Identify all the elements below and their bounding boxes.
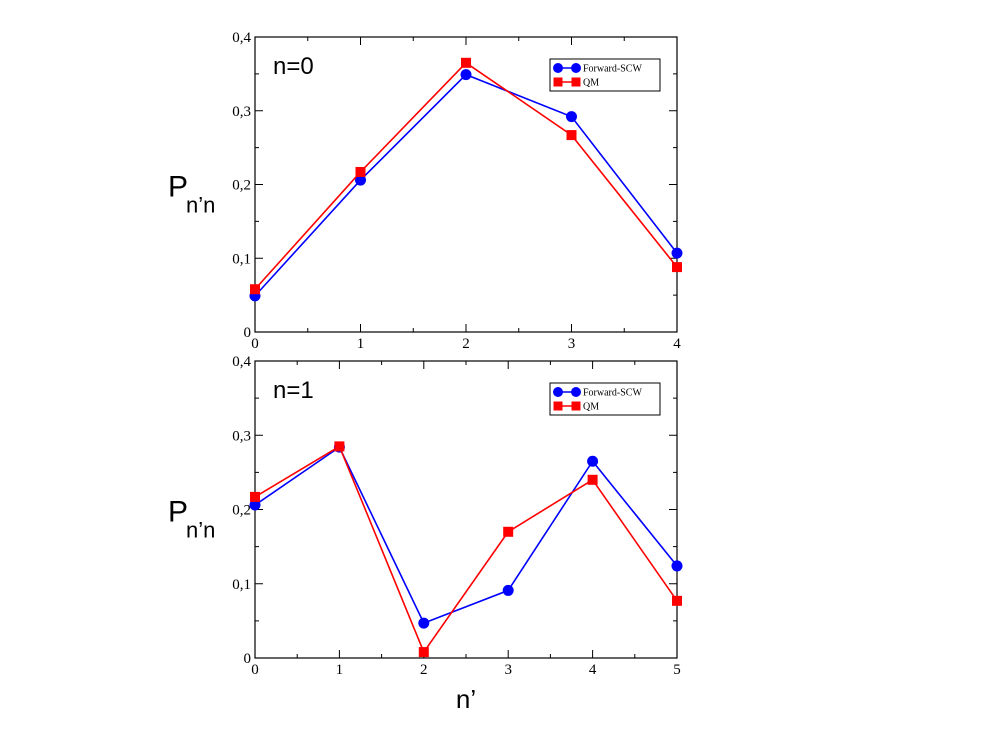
x-axis-label: n’ — [456, 684, 476, 714]
x-tick-label: 5 — [673, 662, 681, 678]
x-tick-label: 0 — [251, 336, 259, 352]
data-point-square — [461, 57, 471, 68]
chart-panel-1: 0 0,1 0,2 0,3 0,4 0 1 2 3 4 5 n=1 Forward-SCW QM Pn’n n… — [168, 354, 683, 714]
legend-marker-square — [553, 401, 563, 411]
x-tick-label: 4 — [673, 336, 681, 352]
data-point-square — [250, 491, 260, 502]
y-tick-label: 0,4 — [232, 30, 251, 46]
x-tick-label: 2 — [462, 336, 470, 352]
y-tick-label: 0,1 — [232, 251, 251, 267]
y-tick-label: 0,3 — [232, 104, 251, 120]
y-tick-label: 0,1 — [232, 577, 251, 593]
chart-panel-0: 0 0,1 0,2 0,3 0,4 0 1 2 3 4 n=0 Forward-SCW QM Pn’n — [168, 30, 683, 352]
series-line-forward-scw — [254, 445, 678, 625]
y-tick-label: 0,2 — [232, 503, 251, 519]
y-axis-label-subscript: n’n — [186, 193, 215, 218]
series-line-forward-scw — [254, 73, 678, 297]
data-point-square — [587, 474, 598, 485]
legend-marker-circle — [571, 63, 581, 73]
x-tick-label: 1 — [357, 336, 365, 352]
y-tick-label: 0 — [244, 651, 252, 667]
series-line-qm — [254, 61, 678, 290]
y-tick-label: 0,2 — [232, 178, 251, 194]
legend-marker-circle — [553, 63, 563, 73]
y-axis-label: P — [168, 171, 188, 204]
series-line-qm — [254, 445, 678, 654]
data-point-square — [418, 647, 429, 658]
legend-box — [549, 382, 661, 416]
legend-marker-square — [571, 401, 581, 411]
y-tick-label: 0,4 — [232, 354, 251, 370]
panel-annotation: n=0 — [273, 53, 314, 80]
data-point-circle — [249, 499, 261, 511]
data-point-circle — [671, 560, 683, 572]
legend-marker-circle — [553, 387, 563, 397]
data-point-circle — [566, 111, 577, 123]
data-point-square — [503, 526, 514, 537]
legend-marker-square — [571, 77, 581, 87]
y-axis-label: P — [168, 496, 188, 529]
y-tick-label: 0,3 — [232, 428, 251, 444]
legend: Forward-SCW QM — [549, 382, 661, 416]
data-point-circle — [671, 247, 683, 259]
data-point-circle — [502, 584, 514, 596]
y-tick-label: 0 — [244, 325, 252, 341]
x-tick-label: 3 — [568, 336, 576, 352]
x-tick-label: 4 — [589, 662, 597, 678]
panel-annotation: n=1 — [273, 377, 314, 404]
data-point-square — [672, 262, 682, 273]
x-tick-label: 2 — [420, 662, 428, 678]
y-axis-label-subscript: n’n — [186, 518, 215, 543]
data-point-square — [250, 284, 260, 295]
legend-label: QM — [583, 402, 599, 413]
data-point-square — [355, 166, 366, 177]
legend-label: Forward-SCW — [583, 64, 642, 75]
legend-marker-circle — [571, 387, 581, 397]
data-point-circle — [355, 174, 366, 186]
data-point-circle — [418, 617, 430, 629]
legend-label: QM — [583, 78, 599, 89]
data-point-square — [672, 595, 682, 606]
x-tick-label: 1 — [336, 662, 344, 678]
data-point-square — [334, 441, 345, 452]
x-tick-label: 3 — [504, 662, 512, 678]
legend: Forward-SCW QM — [549, 58, 661, 92]
data-point-circle — [460, 69, 472, 81]
x-tick-label: 0 — [251, 662, 259, 678]
legend-label: Forward-SCW — [583, 388, 642, 399]
data-point-square — [566, 130, 577, 141]
legend-marker-square — [553, 77, 563, 87]
legend-box — [549, 58, 661, 92]
data-point-circle — [587, 455, 599, 467]
